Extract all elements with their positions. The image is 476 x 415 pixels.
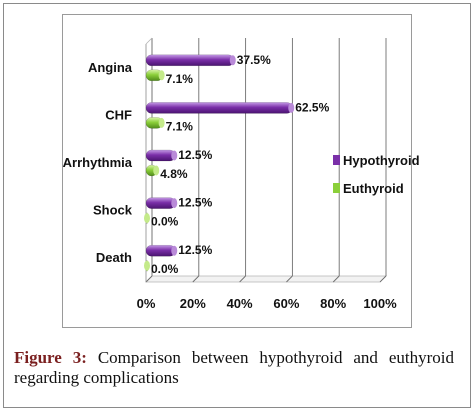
gridline-floor bbox=[332, 275, 340, 283]
legend-swatch bbox=[333, 183, 340, 193]
data-label: 12.5% bbox=[178, 196, 212, 210]
bar-cap bbox=[144, 213, 150, 224]
category-label: Arrhythmia bbox=[63, 155, 133, 170]
bar bbox=[145, 102, 293, 114]
data-label: 12.5% bbox=[178, 243, 212, 257]
data-label: 7.1% bbox=[166, 72, 194, 86]
gridline-floor bbox=[239, 275, 246, 283]
bar-cap bbox=[171, 198, 178, 209]
data-label: 7.1% bbox=[166, 119, 194, 133]
bar bbox=[145, 54, 234, 67]
bar-cap bbox=[171, 245, 178, 256]
bar bbox=[145, 197, 176, 209]
category-label: CHF bbox=[105, 107, 132, 122]
figure-number: Figure 3: bbox=[14, 348, 87, 367]
bar-cap bbox=[158, 117, 165, 128]
gridline-floor bbox=[286, 275, 293, 283]
x-tick-label: 0% bbox=[137, 296, 156, 311]
gridline-floor bbox=[145, 275, 153, 283]
x-tick-label: 60% bbox=[273, 296, 299, 311]
category-label: Angina bbox=[88, 60, 133, 75]
data-label: 0.0% bbox=[151, 215, 179, 229]
bar-cap bbox=[229, 55, 236, 66]
legend-label: Euthyroid bbox=[343, 181, 404, 196]
legend-label: Hypothyroid bbox=[343, 153, 420, 168]
bar bbox=[145, 149, 176, 162]
bar-cap bbox=[158, 70, 165, 81]
axis-top-edge bbox=[145, 37, 153, 45]
data-label: 12.5% bbox=[178, 148, 212, 162]
data-label: 4.8% bbox=[160, 167, 188, 181]
x-tick-label: 40% bbox=[227, 296, 253, 311]
category-label: Shock bbox=[93, 203, 133, 218]
category-label: Death bbox=[96, 250, 132, 265]
data-label: 37.5% bbox=[237, 53, 271, 67]
x-tick-label: 80% bbox=[320, 296, 346, 311]
bar-cap bbox=[288, 102, 295, 113]
gridline-floor bbox=[379, 275, 387, 283]
bar-cap bbox=[144, 260, 150, 271]
data-label: 0.0% bbox=[151, 262, 179, 276]
caption-text: Comparison between hypothyroid and euthy… bbox=[14, 348, 454, 387]
chart-floor bbox=[145, 275, 387, 283]
legend-swatch bbox=[333, 155, 340, 165]
gridline-floor bbox=[192, 275, 200, 283]
figure-caption: Figure 3: Comparison between hypothyroid… bbox=[14, 348, 454, 388]
x-tick-label: 100% bbox=[363, 296, 397, 311]
data-label: 62.5% bbox=[295, 100, 329, 114]
x-tick-label: 20% bbox=[180, 296, 206, 311]
bar bbox=[145, 244, 176, 257]
bar-cap bbox=[153, 165, 160, 176]
bar-cap bbox=[171, 150, 178, 161]
